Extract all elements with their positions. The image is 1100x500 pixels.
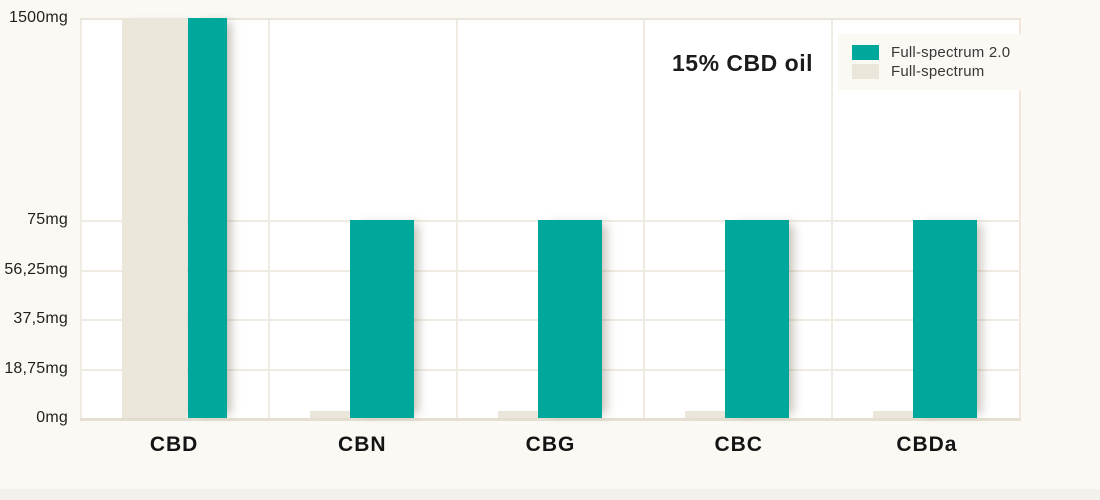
chart-annotation: 15% CBD oil (672, 50, 813, 76)
bar-full-spectrum-cbc (685, 411, 751, 418)
y-tick-label-0mg: 0mg (36, 409, 68, 426)
x-label-cbg: CBG (525, 433, 576, 456)
bar-full-spectrum-2-0-cbg (537, 220, 602, 418)
legend-label: Full-spectrum (891, 63, 985, 80)
full-spectrum-2-0-swatch-icon (852, 45, 879, 60)
x-label-cbn: CBN (338, 433, 387, 456)
y-tick-label-18,75mg: 18,75mg (4, 359, 68, 377)
category-column-cbd (80, 18, 268, 421)
legend-item-full-spectrum-2-0: Full-spectrum 2.0 (852, 44, 1010, 61)
x-label-cbc: CBC (714, 433, 763, 456)
x-label-cbd: CBD (149, 433, 199, 456)
category-column-cbc (643, 18, 832, 421)
legend-item-full-spectrum: Full-spectrum (852, 63, 1010, 80)
legend: Full-spectrum 2.0 Full-spectrum (838, 34, 1023, 90)
y-tick-label-75mg: 75mg (27, 211, 68, 228)
bar-full-spectrum-cbd (122, 18, 187, 418)
bar-full-spectrum-cbg (497, 411, 563, 418)
bar-full-spectrum-2-0-cbda (913, 220, 978, 418)
bar-full-spectrum-2-0-cbc (725, 220, 790, 418)
y-tick-label-1500mg: 1500mg (8, 9, 68, 26)
category-column-cbn (267, 18, 456, 421)
x-label-cbda: CBDa (896, 433, 958, 456)
full-spectrum-swatch-icon (852, 64, 879, 79)
legend-label: Full-spectrum 2.0 (891, 44, 1011, 61)
bar-full-spectrum-2-0-cbn (349, 220, 414, 418)
y-tick-label-37,5mg: 37,5mg (13, 310, 68, 327)
bar-full-spectrum-cbn (309, 411, 375, 418)
bar-full-spectrum-cbda (873, 411, 939, 418)
category-column-cbg (455, 18, 644, 421)
footer-strip (0, 489, 1100, 500)
x-axis: CBD CBN CBG CBC CBDa (80, 433, 1021, 457)
bar-full-spectrum-2-0-cbd (188, 18, 227, 418)
y-tick-label-56,25mg: 56,25mg (4, 260, 68, 278)
